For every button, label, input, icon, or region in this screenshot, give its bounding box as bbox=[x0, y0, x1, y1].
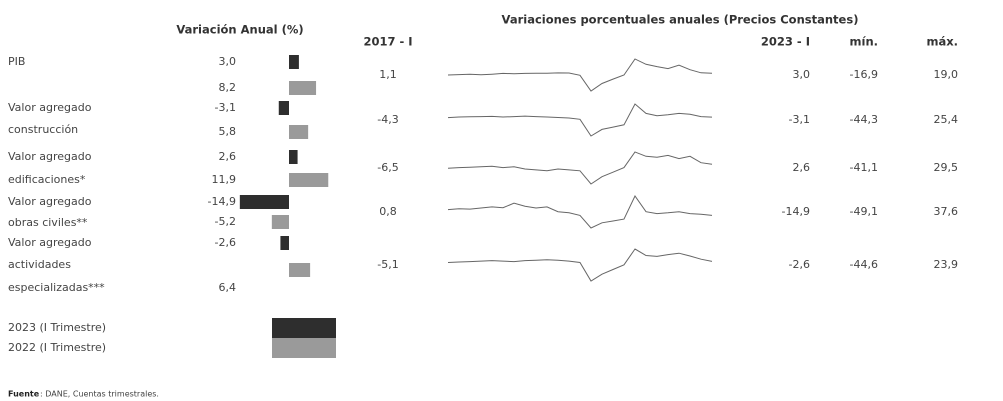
cell: -16,9 bbox=[850, 68, 878, 81]
cell: -44,3 bbox=[850, 113, 878, 126]
row-label: actividades bbox=[8, 258, 71, 271]
legend-label: 2022 (I Trimestre) bbox=[8, 341, 106, 354]
cell: -3,1 bbox=[789, 113, 810, 126]
column-header: 2023 - I bbox=[761, 35, 810, 49]
cell: 25,4 bbox=[934, 113, 959, 126]
cell: -2,6 bbox=[789, 258, 810, 271]
bar bbox=[289, 263, 311, 277]
sparkline bbox=[447, 58, 713, 92]
bar bbox=[289, 81, 317, 95]
column-header: mín. bbox=[850, 35, 878, 49]
cell: 1,1 bbox=[379, 68, 397, 81]
value-label: -14,9 bbox=[208, 195, 236, 208]
sparkline bbox=[447, 248, 713, 282]
sparkline bbox=[447, 195, 713, 229]
bar bbox=[289, 55, 299, 69]
cell: 3,0 bbox=[793, 68, 811, 81]
row-label: construcción bbox=[8, 123, 78, 136]
value-label: 11,9 bbox=[212, 173, 237, 186]
legend-swatch bbox=[272, 318, 336, 338]
source-label: Fuente bbox=[8, 390, 40, 399]
legend-swatch bbox=[272, 338, 336, 358]
cell: -44,6 bbox=[850, 258, 878, 271]
cell: 0,8 bbox=[379, 205, 397, 218]
bar bbox=[289, 125, 309, 139]
row-label: PIB bbox=[8, 55, 25, 68]
row-label: Valor agregado bbox=[8, 150, 92, 163]
value-label: 5,8 bbox=[219, 125, 237, 138]
bar bbox=[289, 150, 298, 164]
cell: 19,0 bbox=[934, 68, 959, 81]
row-label: Valor agregado bbox=[8, 236, 92, 249]
value-label: 2,6 bbox=[219, 150, 237, 163]
cell: -41,1 bbox=[850, 161, 878, 174]
value-label: -2,6 bbox=[215, 236, 236, 249]
row-label: obras civiles** bbox=[8, 216, 88, 229]
sparkline bbox=[447, 103, 713, 137]
legend-label: 2023 (I Trimestre) bbox=[8, 321, 106, 334]
value-label: -5,2 bbox=[215, 215, 236, 228]
cell: -4,3 bbox=[377, 113, 398, 126]
bar bbox=[239, 195, 289, 209]
cell: -6,5 bbox=[377, 161, 398, 174]
cell: -49,1 bbox=[850, 205, 878, 218]
bar bbox=[271, 215, 289, 229]
column-header: 2017 - I bbox=[363, 35, 412, 49]
cell: -14,9 bbox=[782, 205, 810, 218]
column-header: máx. bbox=[926, 35, 958, 49]
row-label: Valor agregado bbox=[8, 195, 92, 208]
value-label: 6,4 bbox=[219, 281, 237, 294]
right-title: Variaciones porcentuales anuales (Precio… bbox=[502, 13, 859, 27]
source: : DANE, Cuentas trimestrales. bbox=[40, 390, 159, 399]
cell: 2,6 bbox=[793, 161, 811, 174]
bar bbox=[280, 236, 289, 250]
value-label: -3,1 bbox=[215, 101, 236, 114]
row-label: edificaciones* bbox=[8, 173, 86, 186]
row-label: especializadas*** bbox=[8, 281, 105, 294]
cell: -5,1 bbox=[377, 258, 398, 271]
cell: 29,5 bbox=[934, 161, 959, 174]
value-label: 3,0 bbox=[219, 55, 237, 68]
row-label: Valor agregado bbox=[8, 101, 92, 114]
bar bbox=[278, 101, 289, 115]
cell: 37,6 bbox=[934, 205, 959, 218]
value-label: 8,2 bbox=[219, 81, 237, 94]
bar bbox=[289, 173, 329, 187]
left-title: Variación Anual (%) bbox=[176, 23, 303, 37]
cell: 23,9 bbox=[934, 258, 959, 271]
sparkline bbox=[447, 151, 713, 185]
